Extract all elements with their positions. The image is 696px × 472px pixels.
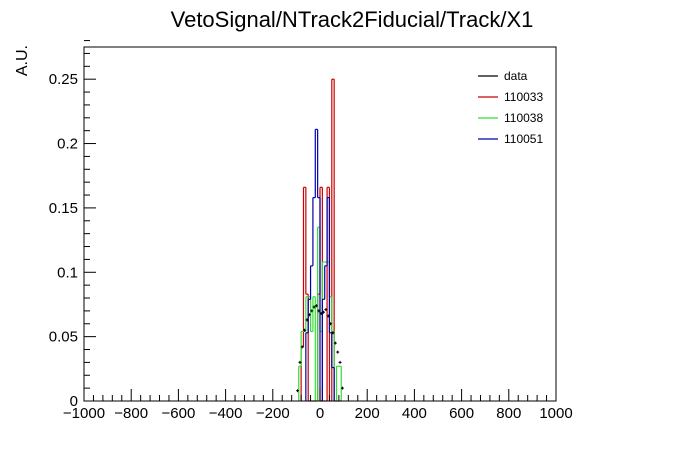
x-tick-label-5: 0	[316, 405, 324, 422]
data-point-12	[324, 308, 328, 312]
legend-item-110038: 110038	[478, 111, 543, 125]
data-point-4	[305, 318, 309, 322]
x-tick-label-0: −1000	[63, 405, 105, 422]
y-tick-label-0: 0	[70, 393, 78, 410]
data-point-13	[326, 314, 330, 318]
x-axis: −1000 −800 −600 −400 −200 0 200 400 600 800 1000	[63, 389, 573, 422]
x-tick-label-6: 200	[355, 405, 380, 422]
legend-label-110038: 110038	[504, 111, 543, 125]
series-110051	[305, 128, 335, 402]
y-axis: 0 0.05 0.1 0.15 0.2 0.25	[49, 40, 96, 410]
y-axis-label: A.U.	[14, 45, 31, 76]
series-110033	[300, 78, 342, 402]
x-tick-label-10: 1000	[539, 405, 572, 422]
x-tick-label-2: −600	[162, 405, 196, 422]
x-tick-label-8: 600	[449, 405, 474, 422]
data-point-10	[319, 311, 323, 315]
x-tick-label-9: 800	[496, 405, 521, 422]
chart-title: VetoSignal/NTrack2Fiducial/Track/X1	[171, 7, 534, 32]
data-point-2	[300, 345, 304, 349]
legend-item-data: data	[478, 69, 528, 83]
y-tick-label-5: 0.25	[49, 71, 78, 88]
data-point-14	[329, 322, 333, 326]
legend: data 110033 110038 110051	[478, 69, 543, 146]
data-point-8	[314, 304, 318, 308]
data-point-18	[338, 360, 342, 364]
data-point-1	[298, 360, 302, 364]
data-point-17	[336, 350, 340, 354]
x-tick-label-3: −400	[209, 405, 243, 422]
series-data	[296, 304, 344, 393]
y-tick-label-4: 0.2	[57, 136, 78, 153]
data-point-16	[333, 341, 337, 345]
x-tick-label-1: −800	[114, 405, 148, 422]
x-tick-label-4: −200	[256, 405, 290, 422]
data-point-15	[331, 331, 335, 335]
data-point-11	[322, 310, 326, 314]
y-tick-label-1: 0.05	[49, 329, 78, 346]
data-point-3	[303, 328, 307, 332]
data-point-6	[310, 309, 314, 313]
data-point-19	[340, 386, 344, 390]
y-tick-label-2: 0.1	[57, 264, 78, 281]
data-point-9	[317, 309, 321, 313]
legend-item-110051: 110051	[478, 132, 543, 146]
legend-item-110033: 110033	[478, 90, 543, 104]
data-point-5	[307, 313, 311, 317]
y-tick-label-3: 0.15	[49, 200, 78, 217]
legend-label-110033: 110033	[504, 90, 543, 104]
legend-label-data: data	[504, 69, 528, 83]
data-point-0	[296, 389, 300, 393]
data-point-7	[312, 305, 316, 309]
series-layer	[296, 78, 344, 402]
x-tick-label-7: 400	[402, 405, 427, 422]
legend-label-110051: 110051	[504, 132, 543, 146]
